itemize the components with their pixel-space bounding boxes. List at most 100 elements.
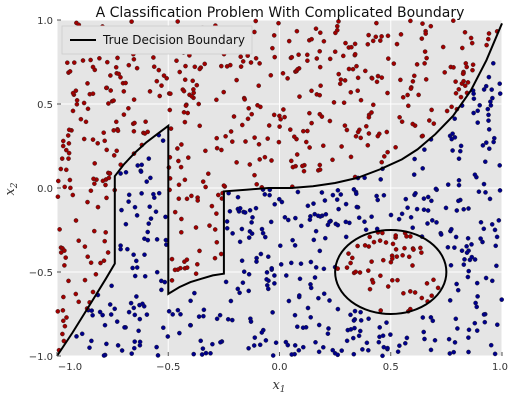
data-point-below [264,270,270,275]
data-point-below [356,215,362,220]
data-point-below [320,344,326,350]
data-point-above [270,45,275,51]
data-point-below [151,191,156,197]
data-point-above [113,65,119,70]
data-point-above [253,56,259,61]
data-point-above [102,238,107,244]
data-point-below [100,312,105,318]
data-point-below [486,127,492,132]
data-point-below [273,340,279,346]
data-point-below [224,225,230,231]
data-point-above [381,154,387,159]
data-point-below [126,199,131,204]
data-point-below [472,320,478,326]
data-point-above [74,98,80,103]
data-point-below [496,218,502,223]
data-point-above [407,289,413,294]
data-point-above [365,142,371,148]
data-point-below [225,316,231,322]
data-point-above [242,97,247,102]
data-point-above [247,162,253,167]
data-point-below [491,135,497,141]
data-point-below [451,349,457,355]
data-point-above [394,41,400,47]
data-point-above [453,79,458,84]
data-point-below [464,243,469,249]
data-point-below [363,227,369,232]
data-point-above [295,67,300,72]
data-point-above [309,88,314,94]
data-point-above [176,196,182,201]
data-point-above [369,76,375,81]
data-point-below [119,207,124,213]
data-point-below [481,181,487,187]
data-point-below [456,177,462,183]
data-point-below [237,290,242,296]
data-point-above [456,87,462,92]
data-point-above [106,175,112,181]
data-point-above [367,234,373,240]
data-point-below [298,261,304,267]
data-point-below [300,344,306,350]
data-point-above [72,60,77,65]
data-point-below [376,339,382,345]
data-point-below [257,342,263,348]
data-point-above [429,107,434,113]
data-point-below [489,222,495,227]
data-point-above [426,118,432,123]
data-point-above [377,38,383,43]
data-point-below [471,96,477,101]
data-point-above [461,78,466,84]
data-point-above [424,281,430,286]
data-point-below [312,275,318,280]
data-point-below [474,328,480,333]
data-point-below [122,325,127,330]
data-point-below [187,322,193,328]
data-point-below [135,163,140,168]
data-point-below [385,345,390,351]
data-point-above [185,110,190,116]
data-point-above [182,119,188,125]
data-point-below [268,219,274,225]
data-point-below [139,162,144,168]
x-tick-label: 0.0 [272,362,288,373]
data-point-above [459,45,465,51]
data-point-below [139,191,144,196]
data-point-above [228,129,234,134]
data-point-below [469,254,475,260]
data-point-below [131,252,136,257]
data-point-above [349,255,355,261]
data-point-above [63,255,68,260]
data-point-below [471,91,476,96]
data-point-below [327,219,332,225]
data-point-below [148,216,154,221]
data-point-below [292,243,298,248]
data-point-above [56,178,61,184]
data-point-below [316,349,322,355]
data-point-below [214,316,220,322]
data-point-above [91,176,96,182]
data-point-above [200,179,206,184]
data-point-above [373,34,379,40]
data-point-above [103,230,108,235]
data-point-above [444,108,450,114]
data-point-above [317,64,323,70]
data-point-above [285,76,290,81]
data-point-above [197,66,202,72]
data-point-below [196,314,202,319]
data-point-above [101,258,107,264]
data-point-below [321,266,327,272]
data-point-below [428,347,434,353]
data-point-above [183,103,189,108]
data-point-above [268,73,274,78]
data-point-above [70,108,76,114]
data-point-above [90,64,96,70]
data-point-above [342,78,348,83]
data-point-below [351,318,357,323]
data-point-above [97,56,102,61]
data-point-below [311,201,316,206]
data-point-below [365,347,371,353]
data-point-above [336,19,341,24]
data-point-above [276,20,281,26]
data-point-above [365,42,371,47]
